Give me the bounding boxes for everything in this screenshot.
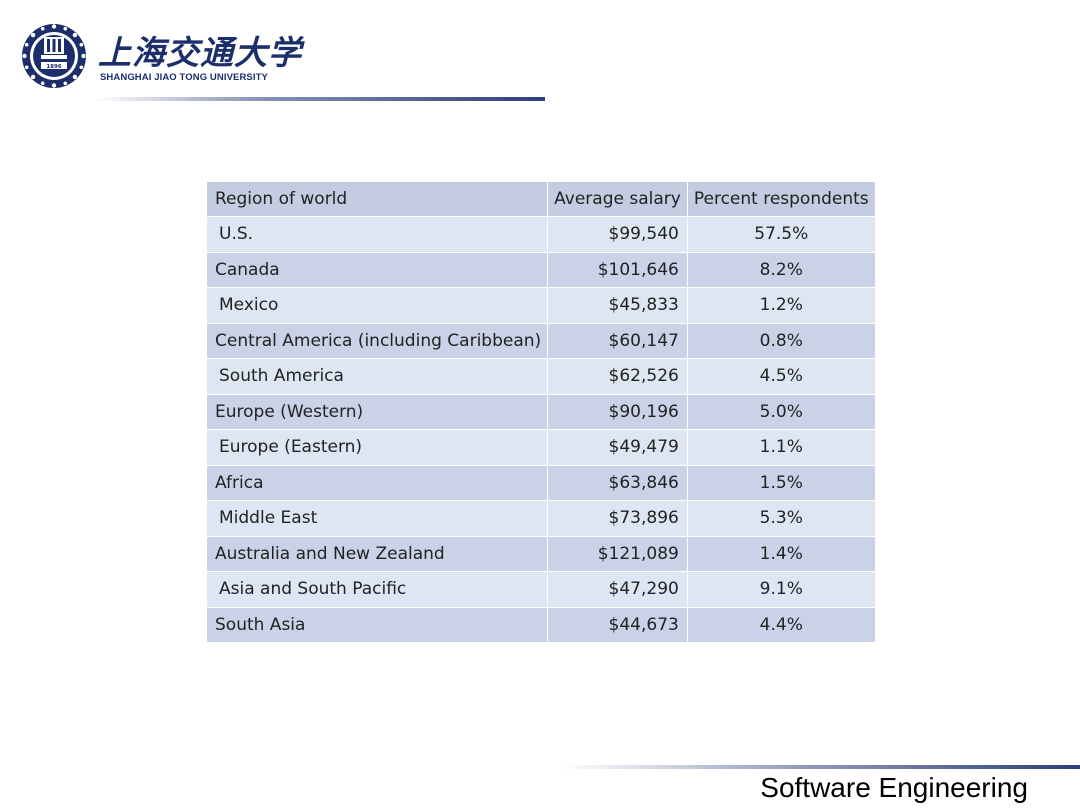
university-name-english: SHANGHAI JIAO TONG UNIVERSITY [100,72,268,83]
cell-salary: $49,479 [547,429,688,466]
cell-region: Europe (Western) [205,393,549,430]
footer-divider [560,765,1080,769]
table-row: Central America (including Caribbean) $6… [205,322,876,359]
university-name-chinese: 上海交通大学 [98,33,302,72]
cell-percent: 9.1% [686,571,876,608]
table-row: U.S. $99,540 57.5% [205,216,876,253]
cell-percent: 5.0% [686,393,876,430]
cell-salary: $45,833 [547,287,688,324]
cell-percent: 8.2% [686,251,876,288]
cell-percent: 0.8% [686,322,876,359]
cell-percent: 1.2% [686,287,876,324]
table-row: South Asia $44,673 4.4% [205,606,876,643]
cell-salary: $62,526 [547,358,688,395]
table-row: Africa $63,846 1.5% [205,464,876,501]
cell-region: South Asia [205,606,549,643]
cell-percent: 4.5% [686,358,876,395]
cell-region: U.S. [205,216,549,253]
column-header-percent: Percent respondents [686,181,876,217]
cell-percent: 5.3% [686,500,876,537]
course-title: Software Engineering [760,772,1028,803]
cell-region: Canada [205,251,549,288]
table-row: Mexico $45,833 1.2% [205,287,876,324]
cell-percent: 4.4% [686,606,876,643]
cell-salary: $90,196 [547,393,688,430]
cell-salary: $60,147 [547,322,688,359]
cell-region: Africa [205,464,549,501]
table-row: Australia and New Zealand $121,089 1.4% [205,535,876,572]
cell-region: Asia and South Pacific [205,571,549,608]
salary-table: Region of world Average salary Percent r… [205,181,876,643]
cell-region: Middle East [205,500,549,537]
cell-region: South America [205,358,549,395]
cell-region: Australia and New Zealand [205,535,549,572]
table-row: South America $62,526 4.5% [205,358,876,395]
university-seal-icon: 1896 [22,24,86,88]
cell-salary: $63,846 [547,464,688,501]
table-row: Asia and South Pacific $47,290 9.1% [205,571,876,608]
column-header-salary: Average salary [547,181,688,217]
cell-salary: $101,646 [547,251,688,288]
cell-salary: $44,673 [547,606,688,643]
cell-percent: 1.4% [686,535,876,572]
cell-region: Mexico [205,287,549,324]
cell-region: Europe (Eastern) [205,429,549,466]
table-row: Canada $101,646 8.2% [205,251,876,288]
cell-percent: 1.1% [686,429,876,466]
table-row: Europe (Eastern) $49,479 1.1% [205,429,876,466]
cell-region: Central America (including Caribbean) [205,322,549,359]
cell-percent: 57.5% [686,216,876,253]
cell-salary: $47,290 [547,571,688,608]
cell-salary: $99,540 [547,216,688,253]
table-header-row: Region of world Average salary Percent r… [205,181,876,217]
table-row: Middle East $73,896 5.3% [205,500,876,537]
column-header-region: Region of world [205,181,549,217]
header-divider [95,97,545,101]
cell-salary: $121,089 [547,535,688,572]
cell-salary: $73,896 [547,500,688,537]
table-row: Europe (Western) $90,196 5.0% [205,393,876,430]
cell-percent: 1.5% [686,464,876,501]
seal-year: 1896 [46,64,61,70]
